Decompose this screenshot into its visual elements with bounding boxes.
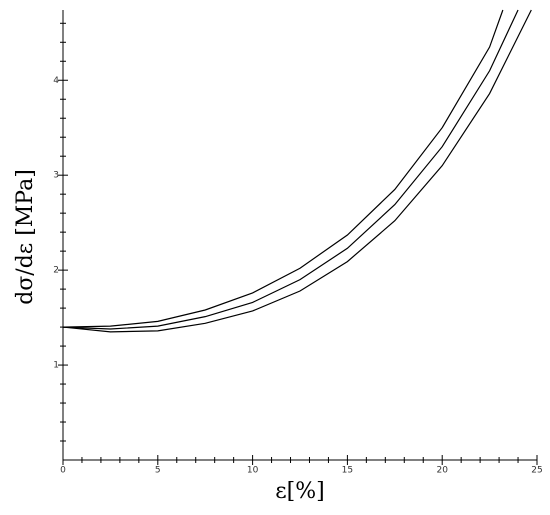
- x-tick-label: 15: [342, 466, 353, 476]
- y-tick-label: 4: [53, 76, 59, 86]
- y-tick-label: 2: [53, 266, 59, 276]
- x-tick-label: 25: [531, 466, 542, 476]
- x-tick-label: 10: [247, 466, 259, 476]
- y-tick-label: 1: [53, 361, 59, 371]
- x-tick-label: 0: [60, 466, 66, 476]
- y-tick-label: 3: [53, 171, 59, 181]
- x-axis-title: ε[%]: [275, 479, 324, 504]
- line-series: [62, 9, 504, 328]
- x-tick-label: 5: [155, 466, 161, 476]
- line-series: [62, 9, 519, 330]
- line-series: [62, 9, 532, 333]
- y-axis-title: dσ/dε [MPa]: [13, 169, 38, 305]
- x-tick-label: 20: [436, 466, 448, 476]
